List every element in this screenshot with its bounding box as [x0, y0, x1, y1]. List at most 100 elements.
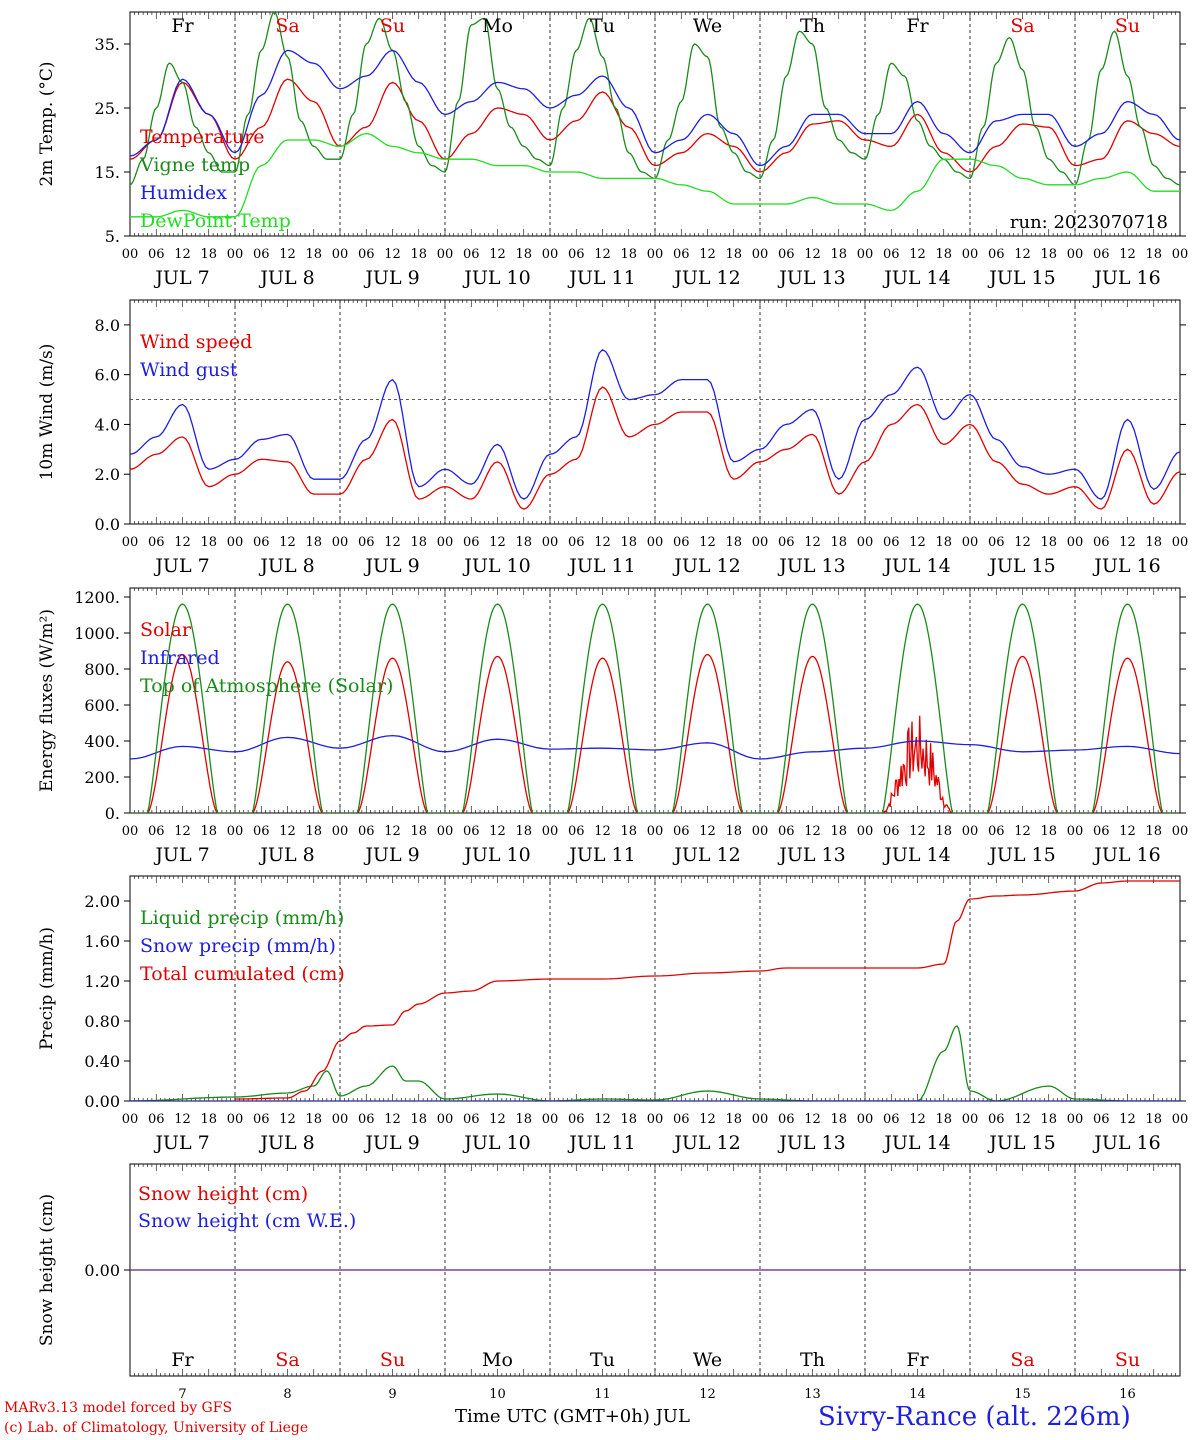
hour-label: 00 — [857, 535, 874, 550]
hour-label: 06 — [568, 824, 585, 839]
hour-label: 18 — [1145, 1112, 1162, 1127]
hour-label: 00 — [1172, 1112, 1189, 1127]
y-tick-label: 0.00 — [84, 1092, 120, 1111]
hour-label: 12 — [594, 247, 611, 262]
hour-label: 00 — [752, 1112, 769, 1127]
hour-label: 00 — [752, 824, 769, 839]
date-label: JUL 8 — [258, 267, 314, 289]
hour-label: 18 — [935, 824, 952, 839]
day-name-bottom: Sa — [1010, 1349, 1034, 1371]
hour-label: 06 — [463, 824, 480, 839]
day-number: 11 — [594, 1387, 611, 1402]
hour-label: 00 — [542, 824, 559, 839]
hour-label: 00 — [1172, 247, 1189, 262]
hour-label: 00 — [227, 535, 244, 550]
date-label: JUL 15 — [987, 267, 1055, 289]
date-label: JUL 14 — [882, 844, 950, 866]
series-group — [130, 348, 1180, 510]
panel-1: 5. 15. 25. 35. 2m Temp. (°C) Temperature Vigne… — [37, 11, 1186, 246]
day-name-top: Tu — [590, 15, 615, 37]
series-line — [130, 653, 1179, 813]
hour-label: 18 — [1145, 247, 1162, 262]
series-line — [130, 386, 1180, 510]
hour-label: 00 — [122, 824, 139, 839]
y-tick-label: 200. — [84, 768, 120, 787]
date-label: JUL 10 — [462, 267, 530, 289]
date-label: JUL 8 — [258, 1132, 314, 1154]
hour-label: 00 — [437, 247, 454, 262]
date-label: JUL 16 — [1092, 844, 1160, 866]
y-tick-label: 1.20 — [84, 972, 120, 991]
hour-label: 18 — [725, 535, 742, 550]
hour-label: 18 — [200, 1112, 217, 1127]
y-tick-label: 1000. — [74, 624, 120, 643]
hour-label: 12 — [384, 1112, 401, 1127]
hour-label: 12 — [1119, 535, 1136, 550]
legend-entry: Snow height (cm W.E.) — [138, 1210, 356, 1232]
hour-label: 00 — [962, 1112, 979, 1127]
hour-label: 06 — [358, 1112, 375, 1127]
hour-label: 12 — [1014, 247, 1031, 262]
hour-label: 18 — [935, 535, 952, 550]
hour-label: 06 — [568, 535, 585, 550]
y-axis-label: Energy fluxes (W/m²) — [37, 609, 57, 792]
y-tick-label: 1.60 — [84, 932, 120, 951]
hour-label: 12 — [804, 535, 821, 550]
legend-entry: Snow height (cm) — [138, 1183, 308, 1205]
hour-label: 12 — [594, 535, 611, 550]
y-tick-label: 800. — [84, 660, 120, 679]
hour-label: 06 — [778, 535, 795, 550]
hour-label: 00 — [122, 535, 139, 550]
y-tick-label: 600. — [84, 696, 120, 715]
hour-label: 00 — [332, 824, 349, 839]
hour-label: 18 — [305, 247, 322, 262]
date-label: JUL 16 — [1092, 555, 1160, 577]
hour-label: 00 — [1067, 535, 1084, 550]
day-number: 9 — [388, 1387, 396, 1402]
hour-label: 18 — [515, 247, 532, 262]
hour-label: 06 — [463, 535, 480, 550]
hour-label: 06 — [883, 535, 900, 550]
date-label: JUL 10 — [462, 555, 530, 577]
hour-label: 00 — [857, 824, 874, 839]
panel-4: 0.00 0.40 0.80 1.20 1.60 2.00 Precip (mm/h) Liq… — [37, 875, 1186, 1111]
date-label: JUL 13 — [777, 555, 845, 577]
y-axis-label: Precip (mm/h) — [37, 927, 57, 1050]
y-tick-label: 0.40 — [84, 1052, 120, 1071]
series-line — [130, 78, 1180, 173]
hour-label: 00 — [437, 824, 454, 839]
hour-label: 12 — [909, 824, 926, 839]
hour-label: 12 — [594, 824, 611, 839]
day-name-top: Fr — [906, 15, 929, 37]
hour-label: 12 — [279, 535, 296, 550]
hour-label: 06 — [988, 247, 1005, 262]
hour-label: 00 — [752, 535, 769, 550]
hour-label: 06 — [883, 1112, 900, 1127]
y-tick-label: 2.00 — [84, 892, 120, 911]
hour-label: 06 — [253, 247, 270, 262]
hour-label: 18 — [515, 1112, 532, 1127]
date-label: JUL 12 — [672, 1132, 740, 1154]
hour-label: 06 — [358, 824, 375, 839]
y-tick-label: 0.0 — [95, 515, 120, 534]
series-line — [130, 49, 1180, 167]
date-label: JUL 13 — [777, 267, 845, 289]
hour-label: 18 — [200, 824, 217, 839]
hour-label: 12 — [699, 535, 716, 550]
y-tick-label: 0.80 — [84, 1012, 120, 1031]
day-number: 13 — [804, 1387, 821, 1402]
plot-frame — [129, 587, 1181, 814]
hour-label: 06 — [1093, 824, 1110, 839]
y-tick-label: 25. — [95, 99, 120, 118]
hour-label: 12 — [174, 247, 191, 262]
date-label: JUL 14 — [882, 267, 950, 289]
hour-label: 06 — [253, 535, 270, 550]
hour-label: 18 — [410, 535, 427, 550]
date-label: JUL 12 — [672, 267, 740, 289]
hour-label: 12 — [1014, 1112, 1031, 1127]
date-label: JUL 10 — [462, 844, 530, 866]
hour-label: 00 — [437, 1112, 454, 1127]
hour-label: 06 — [1093, 1112, 1110, 1127]
hour-label: 00 — [542, 1112, 559, 1127]
day-number: 12 — [699, 1387, 716, 1402]
